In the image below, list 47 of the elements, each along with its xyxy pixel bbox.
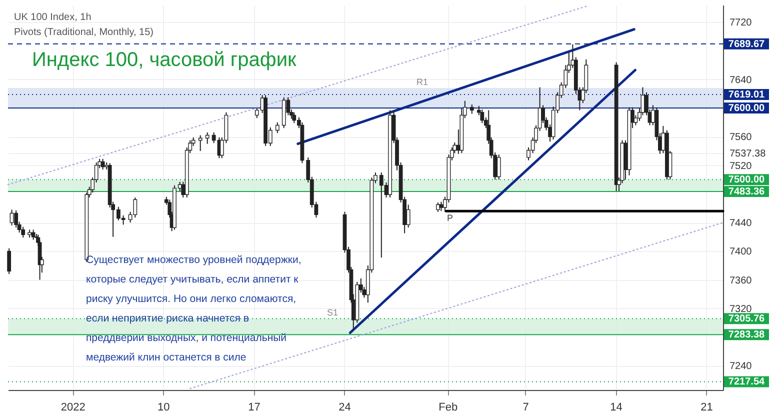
candlestick <box>205 132 210 144</box>
ref-line-label: 7600.00 <box>728 103 766 114</box>
candlestick <box>436 202 440 212</box>
candlestick <box>14 210 18 228</box>
candlestick <box>480 108 484 124</box>
ref-line-label: 7500.00 <box>728 174 766 186</box>
y-tick-label: 7400 <box>730 246 752 258</box>
candlestick <box>198 134 202 152</box>
ref-line-label: 7689.67 <box>728 38 766 50</box>
candlestick <box>21 226 26 238</box>
x-tick-label: 2022 <box>60 402 86 414</box>
annotation: Существует множество уровней поддержки, которые следует учитывать, если аппетит к риску улучшится. Но они легко сломаются, если неприятие риска начнется в преддверии выходных, и потенциальный медвежий клин останется в силе <box>86 254 302 364</box>
x-tick-label: 10 <box>158 402 170 414</box>
candlestick <box>10 209 14 226</box>
y-tick-label: 7360 <box>730 275 752 286</box>
band-label: R1 <box>416 77 428 88</box>
annotation: Pivots (Traditional, Monthly, 15) <box>14 27 154 38</box>
ref-line-label: 7305.76 <box>728 314 766 325</box>
x-tick-label: Feb <box>438 402 458 414</box>
band-label: S1 <box>326 308 338 318</box>
ref-line-label: 7483.36 <box>728 186 766 198</box>
candlestick <box>496 154 501 180</box>
x-tick-label: 17 <box>248 402 260 414</box>
candlestick <box>439 201 444 212</box>
candlestick <box>275 122 280 134</box>
y-tick-label: 7440 <box>730 218 752 230</box>
x-tick-label: 14 <box>610 402 622 414</box>
y-tick-label: 7520 <box>730 160 752 172</box>
text: Индекс 100, часовой график <box>32 49 297 71</box>
series-label: P <box>447 213 454 224</box>
y-tick-label: 7320 <box>730 304 752 315</box>
y-tick-label: 7560 <box>730 132 752 144</box>
x-tick-label: 7 <box>522 402 529 414</box>
y-tick-label: 7240 <box>730 361 752 372</box>
candlestick <box>31 229 36 240</box>
candlestick <box>100 158 105 170</box>
ref-line-label: 7619.01 <box>728 89 766 100</box>
annotation: UK 100 Index, 1h <box>14 12 92 23</box>
candlestick <box>470 104 474 114</box>
y-tick-label: 7720 <box>730 18 752 29</box>
ref-line-label: 7283.38 <box>728 330 766 341</box>
x-tick-label: 24 <box>338 402 351 414</box>
x-tick-label: 21 <box>700 402 713 414</box>
y-tick-label: 7640 <box>730 74 752 86</box>
ref-line-label: 7217.54 <box>728 376 766 388</box>
candlestick <box>7 248 12 275</box>
y-tick-label: 7537.38 <box>730 148 766 160</box>
